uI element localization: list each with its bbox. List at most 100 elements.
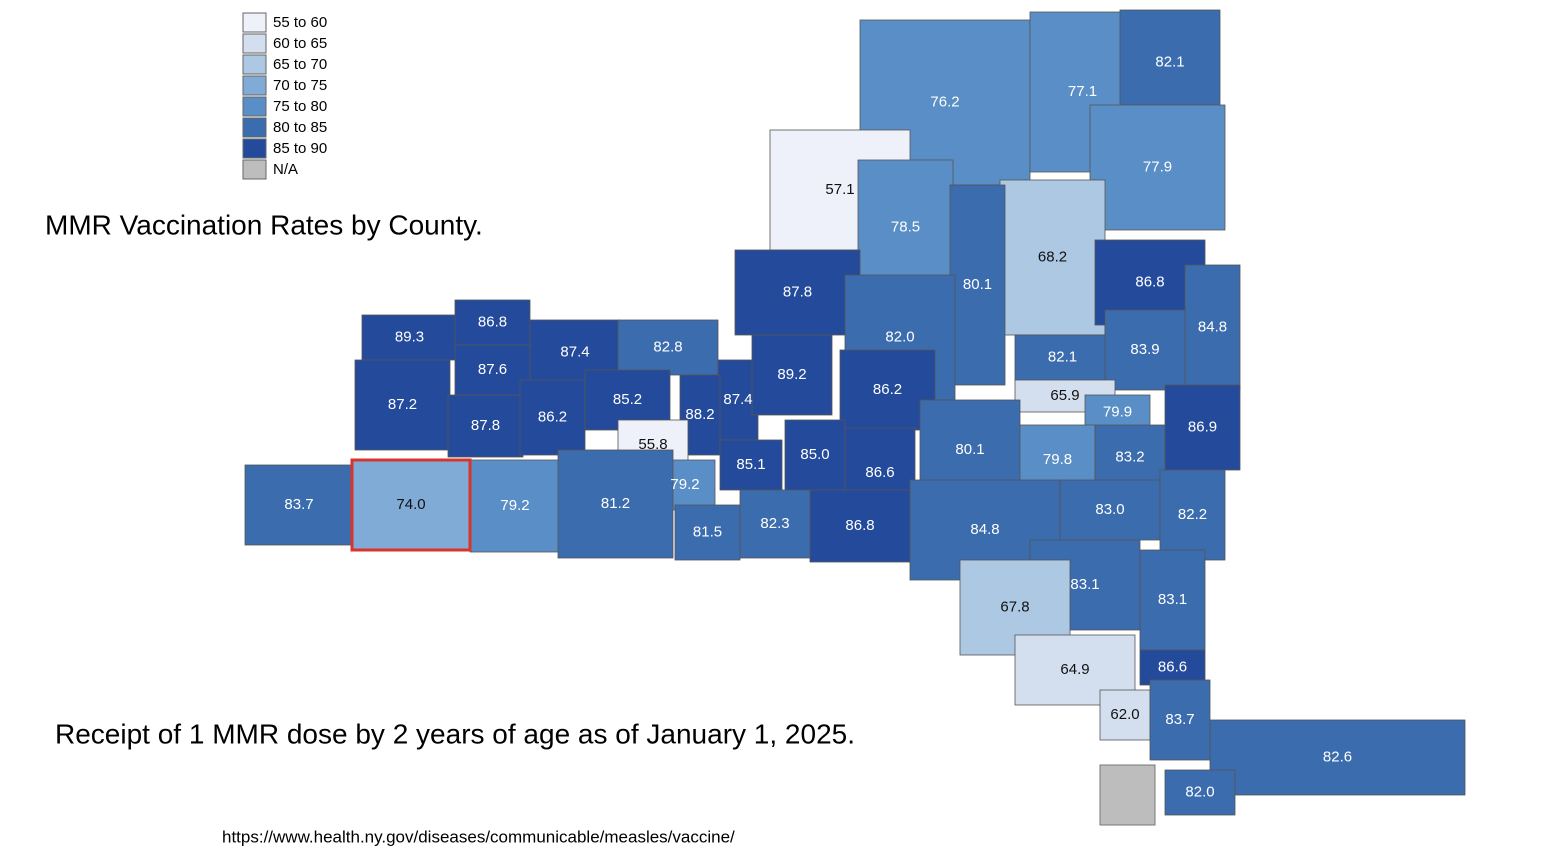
county <box>857 159 954 296</box>
county-label: 78.5 <box>891 218 920 235</box>
county <box>1149 679 1211 761</box>
county <box>557 449 674 559</box>
source-url: https://www.health.ny.gov/diseases/commu… <box>222 827 735 846</box>
county <box>519 379 586 456</box>
county-label: 82.3 <box>760 515 789 532</box>
county-label: 57.1 <box>825 181 854 198</box>
county <box>447 394 524 458</box>
county-label: 82.6 <box>1323 748 1352 765</box>
county-label: 68.2 <box>1038 248 1067 265</box>
county <box>1084 394 1151 431</box>
county-label: 83.0 <box>1095 501 1124 518</box>
legend-label: 70 to 75 <box>273 77 327 94</box>
county-label: 87.4 <box>723 391 752 408</box>
county <box>1164 384 1241 471</box>
county-label: 85.2 <box>613 391 642 408</box>
county-label: 86.2 <box>873 381 902 398</box>
county-label: 86.8 <box>1135 273 1164 290</box>
county-label: 83.1 <box>1158 591 1187 608</box>
county-label: 82.1 <box>1048 348 1077 365</box>
county-label: 79.2 <box>500 497 529 514</box>
county <box>1119 9 1221 116</box>
county-label: 81.2 <box>601 495 630 512</box>
county <box>839 349 936 431</box>
highlight-outline <box>350 458 472 552</box>
county <box>674 504 741 561</box>
county-label: 83.9 <box>1130 341 1159 358</box>
county-label: 80.1 <box>963 276 992 293</box>
county-label: 86.6 <box>865 464 894 481</box>
county-label: 80.1 <box>955 441 984 458</box>
county-label: 86.2 <box>538 408 567 425</box>
county <box>1139 549 1206 651</box>
county-label: 67.8 <box>1000 598 1029 615</box>
legend-swatch <box>242 159 267 180</box>
county <box>949 184 1006 386</box>
legend-label: 80 to 85 <box>273 119 327 136</box>
county-label: 88.2 <box>685 406 714 423</box>
title: MMR Vaccination Rates by County. <box>45 209 483 240</box>
legend-swatch <box>242 54 267 75</box>
county-label: 86.9 <box>1188 418 1217 435</box>
nyc-na-region <box>1099 764 1156 826</box>
county-label: 89.2 <box>777 366 806 383</box>
county <box>361 314 458 361</box>
legend-label: N/A <box>273 161 298 178</box>
legend-swatch <box>242 12 267 33</box>
county-label: 86.8 <box>845 517 874 534</box>
county <box>1159 469 1226 561</box>
county-label: 89.3 <box>395 328 424 345</box>
county-label: 82.0 <box>1185 783 1214 800</box>
county <box>809 489 911 563</box>
legend-label: 60 to 65 <box>273 35 327 52</box>
county-label: 83.7 <box>1165 711 1194 728</box>
county <box>1059 479 1161 541</box>
county-label: 84.8 <box>1198 318 1227 335</box>
county <box>469 459 561 553</box>
county <box>1104 309 1186 391</box>
legend-swatch <box>242 117 267 138</box>
county-label: 76.2 <box>930 93 959 110</box>
county <box>1184 264 1241 391</box>
county-label: 79.8 <box>1043 451 1072 468</box>
county-label: 87.2 <box>388 396 417 413</box>
county <box>1139 649 1206 686</box>
county <box>1089 104 1226 231</box>
county <box>1209 719 1466 796</box>
legend-label: 65 to 70 <box>273 56 327 73</box>
county <box>244 464 354 546</box>
county-label: 83.7 <box>284 496 313 513</box>
county-label: 74.0 <box>396 496 425 513</box>
county-label: 85.0 <box>800 446 829 463</box>
legend-swatch <box>242 96 267 117</box>
county <box>351 459 471 551</box>
county <box>717 359 759 441</box>
county-label: 85.1 <box>736 456 765 473</box>
county <box>354 359 451 451</box>
county-label: 83.1 <box>1070 576 1099 593</box>
county <box>784 419 846 491</box>
county-label: 87.6 <box>478 361 507 378</box>
county-label: 64.9 <box>1060 661 1089 678</box>
legend-label: 55 to 60 <box>273 14 327 31</box>
legend: 55 to 60 60 to 65 65 to 70 70 to 75 75 to 80… <box>242 12 327 180</box>
county-label: 82.0 <box>885 328 914 345</box>
county-label: 87.8 <box>471 417 500 434</box>
county <box>1164 769 1236 816</box>
county-label: 86.6 <box>1158 658 1187 675</box>
county-label: 79.9 <box>1103 403 1132 420</box>
county-label: 79.2 <box>670 476 699 493</box>
counties: 76.2 77.1 82.1 57.1 77.9 78.5 68.2 86.8 87.8 80.1… <box>244 9 1466 816</box>
county-label: 65.9 <box>1050 387 1079 404</box>
county-label: 77.1 <box>1068 83 1097 100</box>
county <box>454 344 531 396</box>
county-label: 84.8 <box>970 521 999 538</box>
county-label: 82.1 <box>1155 53 1184 70</box>
legend-swatch <box>242 138 267 159</box>
county <box>1099 689 1151 741</box>
legend-label: 75 to 80 <box>273 98 327 115</box>
county-label: 55.8 <box>638 436 667 453</box>
county-label: 87.8 <box>783 283 812 300</box>
